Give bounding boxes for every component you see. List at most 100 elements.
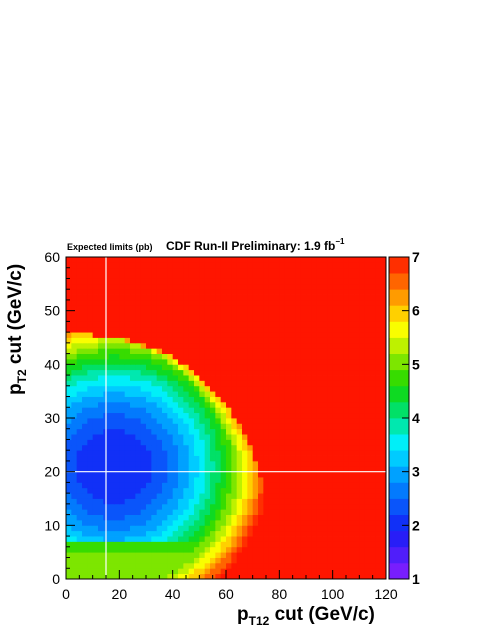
heatmap-cell [226, 305, 232, 312]
heatmap-cell [215, 460, 222, 467]
heatmap-cell [370, 450, 376, 456]
heatmap-cell [231, 525, 238, 532]
heatmap-cell [66, 423, 72, 430]
heatmap-cell [290, 466, 296, 473]
heatmap-cell [167, 385, 174, 392]
heatmap-cell [359, 407, 366, 414]
heatmap-cell [364, 348, 371, 354]
heatmap-cell [119, 257, 126, 263]
heatmap-cell [124, 557, 131, 564]
heatmap-cell [135, 380, 142, 387]
palette-swatch [389, 273, 409, 290]
heatmap-cell [231, 493, 238, 499]
heatmap-cell [274, 267, 280, 274]
heatmap-cell [183, 391, 190, 397]
heatmap-cell [354, 407, 360, 414]
heatmap-cell [226, 439, 232, 446]
heatmap-cell [247, 299, 254, 306]
heatmap-cell [215, 332, 222, 338]
heatmap-cell [98, 326, 104, 333]
heatmap-cell [194, 450, 200, 456]
heatmap-cell [87, 257, 94, 263]
heatmap-cell [146, 267, 152, 274]
heatmap-cell [284, 477, 291, 483]
heatmap-cell [162, 342, 168, 349]
heatmap-cell [156, 332, 163, 338]
heatmap-cell [194, 573, 200, 580]
heatmap-cell [380, 321, 387, 328]
heatmap-cell [66, 316, 72, 322]
heatmap-cell [162, 471, 168, 478]
heatmap-cell [162, 439, 168, 446]
heatmap-cell [71, 460, 78, 467]
heatmap-cell [204, 358, 211, 365]
heatmap-cell [124, 423, 131, 430]
heatmap-cell [98, 455, 104, 462]
palette-swatch [389, 466, 409, 483]
heatmap-cell [247, 509, 254, 515]
heatmap-cell [332, 434, 339, 440]
heatmap-cell [167, 466, 174, 473]
heatmap-cell [311, 509, 318, 515]
heatmap-cell [284, 541, 291, 548]
heatmap-cell [215, 278, 222, 285]
heatmap-cell [332, 552, 339, 558]
heatmap-cell [306, 450, 312, 456]
heatmap-cell [231, 434, 238, 440]
heatmap-cell [300, 530, 307, 537]
heatmap-cell [311, 294, 318, 301]
heatmap-cell [343, 418, 350, 424]
heatmap-cell [290, 337, 296, 344]
heatmap-cell [188, 321, 195, 328]
heatmap-cell [327, 536, 334, 542]
heatmap-cell [375, 294, 382, 301]
heatmap-cell [188, 493, 195, 499]
heatmap-cell [151, 423, 158, 430]
heatmap-cell [146, 536, 152, 542]
heatmap-cell [306, 353, 312, 360]
heatmap-cell [375, 273, 382, 279]
heatmap-cell [204, 391, 211, 397]
heatmap-cell [210, 477, 216, 483]
heatmap-cell [98, 337, 104, 344]
heatmap-cell [135, 503, 142, 510]
heatmap-cell [167, 348, 174, 354]
heatmap-cell [140, 316, 147, 322]
heatmap-cell [370, 541, 376, 548]
heatmap-cell [375, 525, 382, 532]
heatmap-cell [215, 294, 222, 301]
heatmap-cell [188, 471, 195, 478]
heatmap-cell [92, 471, 99, 478]
heatmap-cell [311, 460, 318, 467]
heatmap-cell [199, 305, 206, 312]
heatmap-cell [252, 310, 259, 317]
heatmap-cell [295, 412, 302, 419]
heatmap-cell [311, 407, 318, 414]
heatmap-cell [322, 482, 328, 489]
heatmap-cell [194, 385, 200, 392]
heatmap-cell [172, 299, 179, 306]
heatmap-cell [258, 568, 264, 575]
heatmap-cell [183, 530, 190, 537]
heatmap-cell [306, 305, 312, 312]
heatmap-cell [359, 299, 366, 306]
heatmap-cell [322, 316, 328, 322]
heatmap-cell [263, 450, 270, 456]
heatmap-cell [220, 503, 227, 510]
heatmap-cell [348, 407, 355, 414]
heatmap-cell [284, 509, 291, 515]
heatmap-cell [300, 573, 307, 580]
heatmap-cell [183, 434, 190, 440]
heatmap-cell [300, 482, 307, 489]
heatmap-cell [87, 519, 94, 526]
heatmap-cell [87, 477, 94, 483]
heatmap-cell [295, 493, 302, 499]
heatmap-cell [242, 450, 248, 456]
heatmap-cell [215, 471, 222, 478]
heatmap-cell [124, 568, 131, 575]
heatmap-cell [274, 391, 280, 397]
heatmap-cell [124, 428, 131, 435]
heatmap-cell [167, 546, 174, 553]
heatmap-cell [92, 573, 99, 580]
heatmap-cell [172, 552, 179, 558]
